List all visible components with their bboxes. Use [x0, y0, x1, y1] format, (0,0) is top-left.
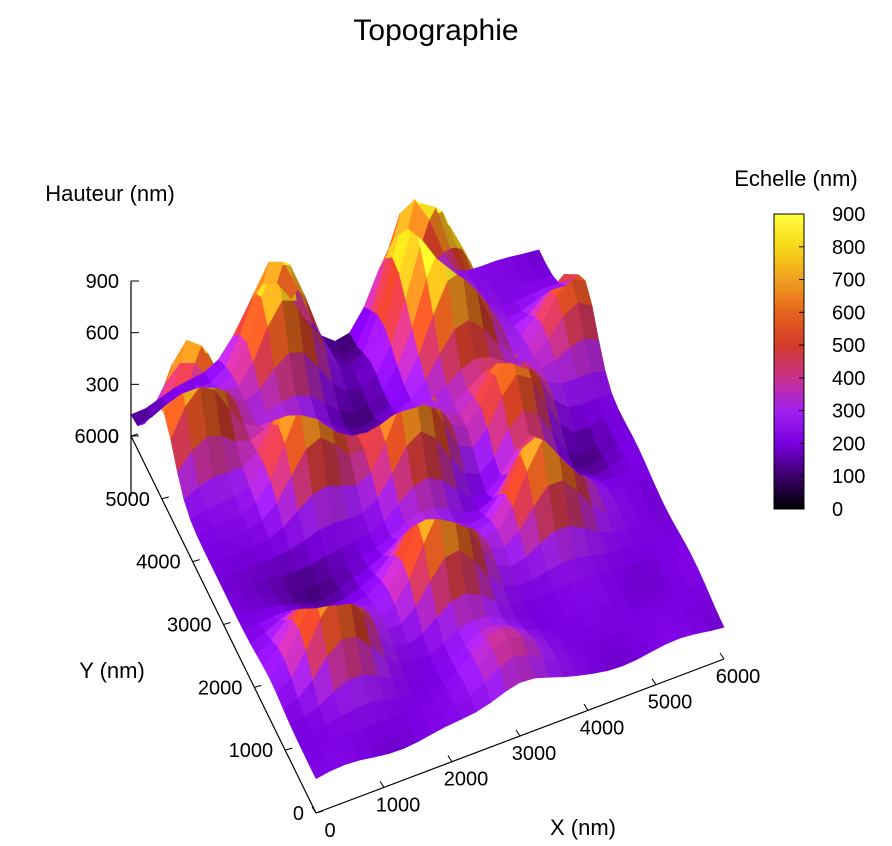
- colorbar-tick-label: 600: [832, 302, 865, 324]
- colorbar-tick-label: 400: [832, 368, 865, 390]
- x-tick-mark: [379, 781, 385, 788]
- x-tick-mark: [515, 729, 521, 737]
- x-axis-label: X (nm): [550, 815, 616, 840]
- colorbar-gradient: [773, 213, 805, 510]
- colorbar-label: Echelle (nm): [734, 166, 857, 191]
- x-tick-mark: [447, 755, 453, 762]
- colorbar-tick-label: 100: [832, 466, 865, 488]
- y-axis-label: Y (nm): [79, 658, 145, 683]
- y-tick-mark: [192, 559, 200, 563]
- colorbar-tick-label: 0: [832, 499, 843, 521]
- colorbar-tick-label: 900: [832, 204, 865, 226]
- x-tick-label: 2000: [444, 769, 489, 791]
- colorbar-tick-label: 500: [832, 335, 865, 357]
- y-tick-label: 2000: [198, 677, 243, 699]
- chart-title: Topographie: [353, 14, 518, 47]
- z-tick-label: 300: [86, 374, 119, 396]
- x-tick-mark: [651, 678, 657, 685]
- colorbar: 0 100 200 300 400 500 600 700 800 900: [773, 204, 865, 521]
- y-tick-label: 3000: [167, 615, 212, 637]
- x-tick-label: 0: [324, 820, 335, 841]
- y-tick-label: 5000: [105, 489, 150, 511]
- colorbar-tick-label: 200: [832, 433, 865, 455]
- z-tick-label: 600: [86, 323, 119, 345]
- colorbar-tick-label: 700: [832, 270, 865, 292]
- z-tick-label: 900: [86, 271, 119, 293]
- colorbar-tick-label: 300: [832, 401, 865, 423]
- axes: 0100020003000400050006000010002000300040…: [75, 271, 761, 842]
- x-tick-label: 4000: [580, 717, 625, 739]
- y-tick-label: 0: [293, 803, 304, 825]
- y-tick-mark: [285, 747, 293, 751]
- y-tick-mark: [315, 810, 324, 814]
- y-tick-label: 6000: [75, 426, 120, 448]
- x-tick-label: 6000: [716, 666, 761, 688]
- z-tick-label: 0: [108, 426, 119, 448]
- x-tick-mark: [583, 704, 589, 711]
- z-axis-label: Hauteur (nm): [45, 181, 175, 206]
- x-tick-label: 3000: [512, 743, 557, 765]
- x-tick-mark: [311, 806, 317, 814]
- surface-facet: [130, 408, 153, 427]
- y-tick-mark: [223, 622, 231, 625]
- y-tick-label: 1000: [229, 740, 274, 762]
- surface: [130, 198, 725, 780]
- y-tick-mark: [254, 684, 262, 688]
- x-tick-label: 1000: [376, 794, 421, 816]
- x-tick-label: 5000: [648, 692, 693, 714]
- x-tick-mark: [719, 652, 725, 660]
- colorbar-tick-label: 800: [832, 237, 865, 259]
- y-tick-label: 4000: [136, 552, 181, 574]
- y-tick-mark: [161, 496, 169, 500]
